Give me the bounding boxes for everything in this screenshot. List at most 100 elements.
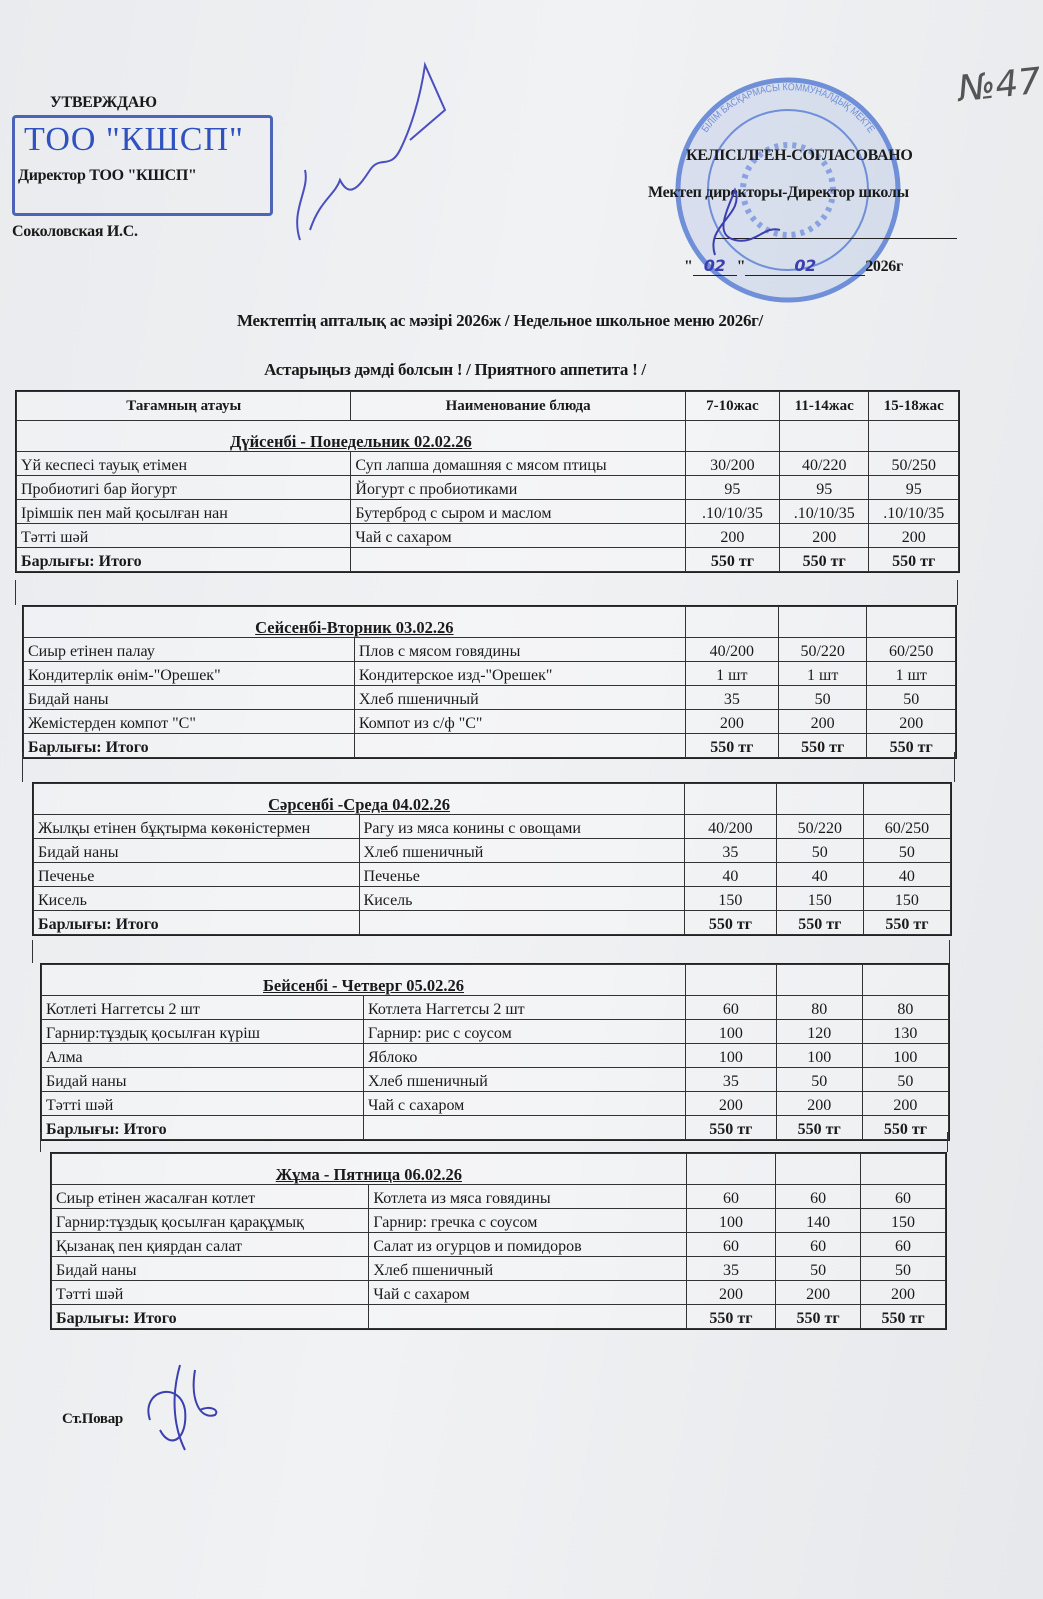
day-title: Дүйсенбі - Понедельник 02.02.26: [16, 420, 686, 452]
dish-name-ru: Кисель: [358, 886, 686, 911]
dish-name-kz: Тәтті шәй: [15, 523, 352, 548]
portion-11-14: 50: [777, 685, 868, 710]
portion-7-10: 95: [684, 475, 781, 500]
dish-name-ru: Чай с сахаром: [350, 523, 686, 548]
portion-15-18: 50: [862, 838, 952, 863]
total-price: 550 тг: [775, 1304, 862, 1329]
dish-name-ru: Йогурт с пробиотиками: [350, 475, 686, 500]
day-title: Бейсенбі - Четверг 05.02.26: [41, 964, 686, 996]
table-row: Печенье Печенье 40 40 40: [33, 862, 952, 887]
director-signature: [296, 61, 447, 241]
portion-15-18: 200: [861, 1091, 950, 1116]
portion-15-18: 50: [861, 1067, 950, 1092]
table-row: Тәтті шәй Чай с сахаром 200 200 200: [41, 1091, 950, 1116]
dish-name-ru: Хлеб пшеничный: [368, 1256, 687, 1281]
portion-11-14: 50: [775, 1067, 863, 1092]
dish-name-ru: Суп лапша домашняя с мясом птицы: [350, 451, 686, 476]
portion-11-14: 95: [778, 475, 870, 500]
portion-15-18: 200: [866, 709, 956, 734]
portion-11-14: 200: [778, 523, 870, 548]
portion-7-10: 100: [685, 1208, 777, 1233]
portion-11-14: 1 шт: [777, 661, 868, 686]
empty-cell: [684, 964, 777, 996]
dish-name-kz: Печенье: [33, 862, 360, 887]
dish-name-ru: Котлета из мяса говядины: [368, 1184, 687, 1209]
portion-7-10: 40: [684, 862, 777, 887]
day-title: Сейсенбі-Вторник 03.02.26: [23, 606, 686, 638]
portion-11-14: 150: [775, 886, 864, 911]
column-header: 15-18жас: [868, 391, 959, 421]
table-row: Пробиотигі бар йогурт Йогурт с пробиотика…: [15, 475, 959, 500]
day-header-row: Сәрсенбі -Среда 04.02.26: [32, 783, 952, 815]
portion-15-18: 60/250: [862, 814, 952, 839]
dish-name-kz: Гарнир:тұздық қосылған күріш: [41, 1019, 364, 1044]
portion-11-14: 40: [775, 862, 864, 887]
column-header: 7-10жас: [684, 391, 781, 421]
empty-cell: [362, 1115, 686, 1140]
dish-name-ru: Гарнир: гречка с соусом: [368, 1208, 687, 1233]
portion-7-10: 1 шт: [684, 661, 779, 686]
portion-11-14: 60: [775, 1232, 862, 1257]
date-month: 02: [745, 256, 866, 276]
empty-cell: [353, 733, 686, 758]
dish-name-kz: Гарнир:тұздық қосылған қарақұмық: [50, 1208, 370, 1233]
table-row: Бидай наны Хлеб пшеничный 35 50 50: [50, 1256, 946, 1281]
dish-name-kz: Қызанақ пен қиярдан салат: [50, 1232, 370, 1257]
empty-cell: [868, 420, 959, 452]
agreer-position: Мектеп директоры-Директор школы: [648, 184, 909, 201]
day-header-row: Бейсенбі - Четверг 05.02.26: [41, 964, 950, 996]
empty-cell: [775, 1153, 862, 1185]
empty-cell: [358, 910, 686, 935]
portion-11-14: 200: [775, 1091, 863, 1116]
portion-15-18: 60: [860, 1232, 946, 1257]
portion-15-18: 150: [862, 886, 952, 911]
dish-name-kz: Сиыр етінен жасалған котлет: [50, 1184, 370, 1209]
table-row: Кисель Кисель 150 150 150: [33, 886, 952, 911]
portion-7-10: 40/200: [684, 814, 777, 839]
agreed-label: КЕЛІСІЛГЕН-СОГЛАСОВАНО: [686, 147, 913, 164]
empty-cell: [861, 964, 950, 996]
portion-7-10: 200: [685, 1280, 777, 1305]
total-price: 550 тг: [861, 1115, 950, 1140]
table-spacer: [40, 1132, 948, 1152]
portion-7-10: 40/200: [684, 637, 779, 662]
table-row: Жылқы етінен бұқтырма көкөністермен Рагу …: [33, 814, 952, 839]
empty-cell: [866, 606, 956, 638]
total-label: Барлығы: Итого: [33, 910, 360, 935]
total-price: 550 тг: [685, 1304, 777, 1329]
portion-11-14: 100: [775, 1043, 863, 1068]
day-table: Тағамның атауы Наименование блюда 7-10жас 1…: [15, 390, 960, 573]
page-title: Мектептің апталық ас мәзірі 2026ж / Неде…: [237, 311, 763, 330]
dish-name-kz: Бидай наны: [50, 1256, 370, 1281]
portion-7-10: 60: [685, 1184, 777, 1209]
dish-name-ru: Котлета Наггетсы 2 шт: [362, 995, 686, 1020]
portion-15-18: .10/10/35: [868, 499, 959, 524]
dish-name-kz: Котлеті Наггетсы 2 шт: [41, 995, 364, 1020]
total-label: Барлығы: Итого: [41, 1115, 364, 1140]
empty-cell: [684, 606, 779, 638]
portion-15-18: 130: [861, 1019, 950, 1044]
portion-15-18: 40: [862, 862, 952, 887]
total-price: 550 тг: [777, 733, 868, 758]
portion-7-10: 35: [684, 838, 777, 863]
dish-name-kz: Үй кеспесі тауық етімен: [15, 451, 352, 476]
dish-name-ru: Салат из огурцов и помидоров: [368, 1232, 687, 1257]
dish-name-kz: Кисель: [33, 886, 360, 911]
day-table: Сәрсенбі -Среда 04.02.26 Жылқы етінен бұқ…: [32, 782, 952, 936]
empty-cell: [368, 1304, 687, 1329]
table-row: Гарнир:тұздық қосылған күріш Гарнир: рис …: [41, 1019, 950, 1044]
total-row: Барлығы: Итого 550 тг 550 тг 550 тг: [15, 547, 959, 572]
day-table: Сейсенбі-Вторник 03.02.26 Сиыр етінен пал…: [22, 605, 957, 759]
day-header-row: Дүйсенбі - Понедельник 02.02.26: [16, 420, 959, 452]
total-row: Барлығы: Итого 550 тг 550 тг 550 тг: [33, 910, 952, 935]
empty-cell: [350, 547, 686, 572]
empty-cell: [685, 1153, 777, 1185]
table-row: Бидай наны Хлеб пшеничный 35 50 50: [41, 1067, 950, 1092]
agreement-date: " 02 " 02 2026г: [684, 256, 903, 276]
day-table: Бейсенбі - Четверг 05.02.26 Котлеті Нагге…: [40, 963, 950, 1141]
portion-11-14: 200: [775, 1280, 862, 1305]
empty-cell: [684, 420, 781, 452]
portion-15-18: 50/250: [868, 451, 959, 476]
portion-11-14: 40/220: [778, 451, 870, 476]
day-header-row: Сейсенбі-Вторник 03.02.26: [23, 606, 956, 638]
